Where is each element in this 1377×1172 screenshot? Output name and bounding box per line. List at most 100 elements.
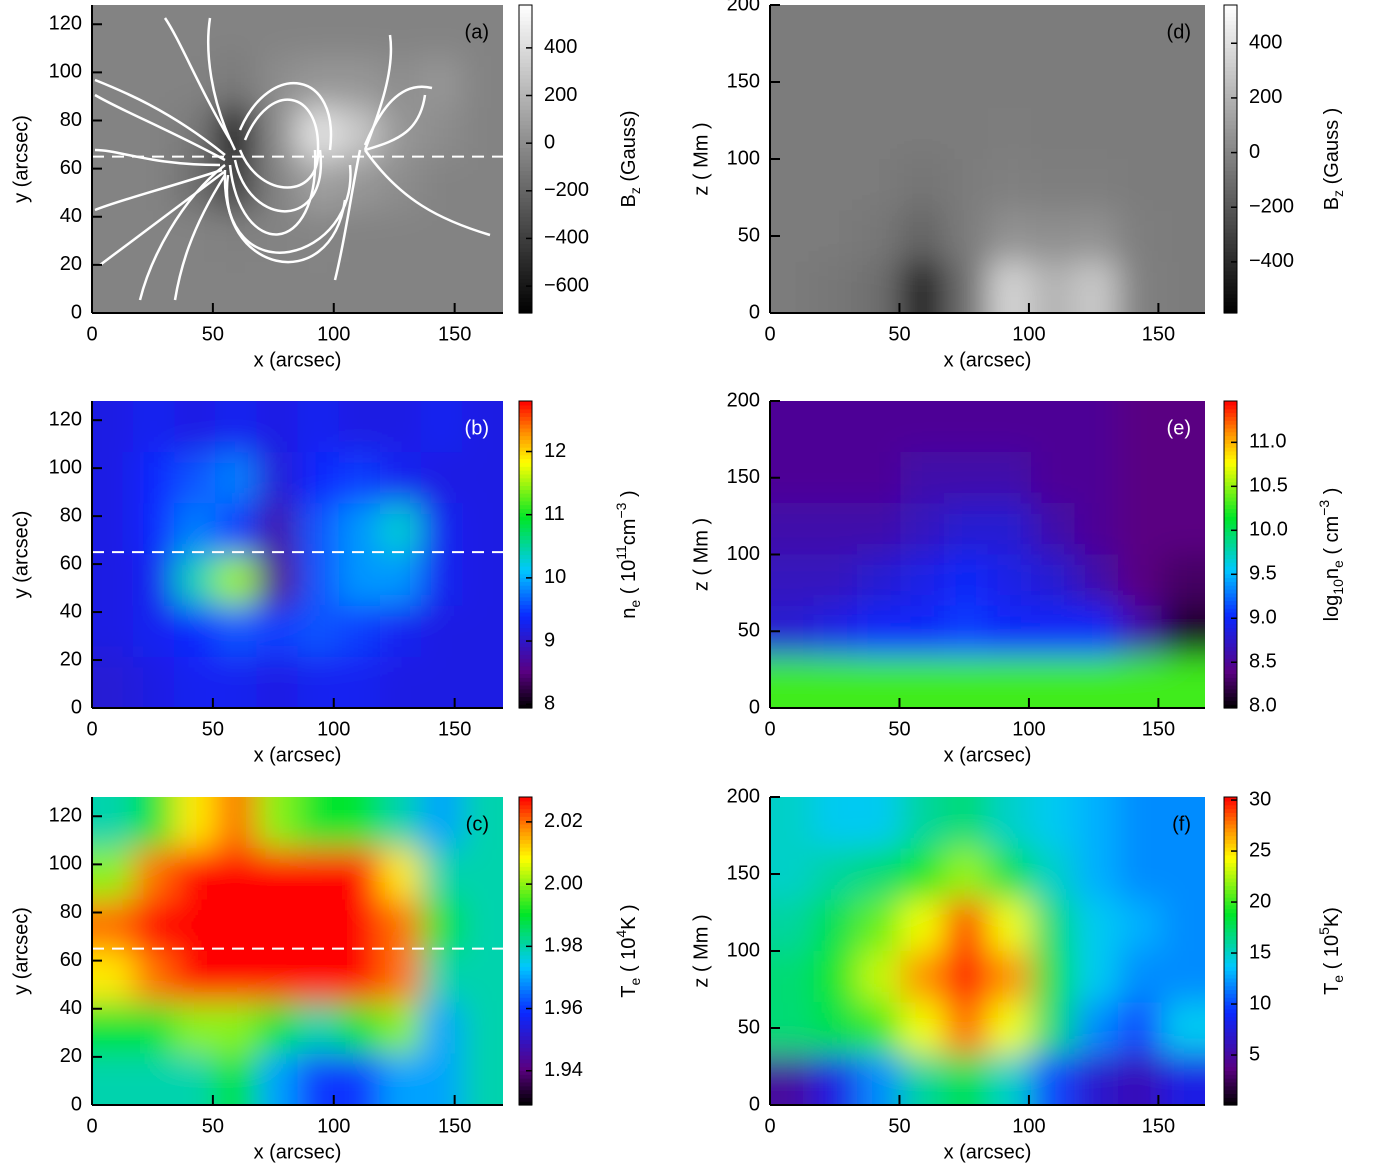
colorbar-strip [1224,35,1237,41]
colorbar-strip [519,424,532,429]
heatmap-cell [987,797,1032,849]
colorbar-strip [519,297,532,303]
colorbar-strip [1224,282,1237,287]
heatmap-cell [420,797,463,849]
colorbar-tick-label: 400 [1249,32,1282,54]
heatmap-cell [133,797,175,849]
heatmap-cell [770,1002,814,1055]
heatmap-cell [461,848,503,901]
heatmap-cell [1118,401,1162,453]
heatmap-cell [379,452,422,504]
heatmap-cell [174,797,216,849]
colorbar-strip [519,62,532,68]
colorbar-strip [1224,566,1237,571]
panel-label: (d) [1167,21,1191,43]
colorbar-strip [519,500,532,506]
y-axis-label: z ( Mm ) [690,122,712,195]
heatmap-cell [900,951,945,1003]
y-tick-label: 0 [749,1093,760,1115]
heatmap-cell [857,797,901,849]
heatmap-cell [256,656,298,708]
colorbar-strip [1224,1012,1237,1018]
colorbar-strip [519,31,532,37]
colorbar-strip [519,797,532,802]
colorbar-strip [1224,70,1237,75]
heatmap-cell [770,951,814,1003]
heatmap-cell [987,1053,1032,1105]
heatmap-cell [92,210,134,263]
heatmap-cell [133,1002,175,1055]
colorbar-strip [1224,404,1237,410]
colorbar-strip [1224,924,1237,929]
colorbar-strip [1224,800,1237,806]
colorbar-strip [519,604,532,609]
colorbar-strip [1224,700,1237,705]
colorbar-strip [519,535,532,540]
colorbar-strip [519,512,532,517]
heatmap-cell [987,656,1032,708]
colorbar-strip [1224,531,1237,536]
y-tick-label: 120 [49,408,82,430]
colorbar-strip [519,550,532,556]
heatmap-cell [92,56,134,109]
x-axis-label: x (arcsec) [944,349,1032,371]
colorbar-strip [519,416,532,421]
heatmap-cell [900,656,945,708]
colorbar-tick-label: 12 [544,440,566,462]
heatmap-cell [857,605,901,658]
heatmap-cell [900,401,945,453]
colorbar-strip [1224,1089,1237,1095]
y-tick-label: 40 [60,600,82,622]
colorbar-label-part: n [1321,568,1343,579]
heatmap-cell [297,452,340,504]
heatmap-cell [900,261,945,313]
heatmap-cell [770,848,814,901]
colorbar-strip [519,870,532,875]
heatmap [92,401,503,708]
colorbar-strip [1224,93,1237,98]
heatmap-cell [900,56,945,109]
colorbar-strip [519,70,532,75]
colorbar-tick-label: 10.0 [1249,519,1288,541]
colorbar-strip [1224,155,1237,160]
colorbar-strip [519,831,532,837]
colorbar-strip [519,481,532,487]
colorbar-strip [1224,128,1237,133]
colorbar-strip [519,286,532,291]
heatmap-cell [813,554,858,607]
colorbar-label-part: 11 [613,545,629,560]
colorbar-strip [519,931,532,937]
colorbar-strip [1224,51,1237,56]
x-tick-label: 0 [86,718,97,740]
colorbar-strip [1224,673,1237,678]
heatmap-cell [133,554,175,607]
heatmap-cell [900,1053,945,1105]
colorbar-strip [1224,1066,1237,1071]
heatmap-cell [379,261,422,313]
y-tick-label: 100 [727,543,760,565]
heatmap-cell [256,951,298,1003]
colorbar-strip [519,147,532,152]
heatmap-cell [944,401,988,453]
heatmap-cell [1074,261,1119,313]
heatmap-cell [1031,401,1075,453]
colorbar-strip [519,989,532,994]
heatmap-cell [1031,1053,1075,1105]
heatmap-cell [770,797,814,849]
heatmap-cell [1118,56,1162,109]
colorbar-tick-label: 11 [544,503,565,525]
colorbar-strip [1224,985,1237,991]
colorbar-strip [1224,1004,1237,1010]
colorbar-strip [1224,854,1237,860]
colorbar-strip [1224,301,1237,306]
heatmap-cell [133,261,175,313]
colorbar-strip [1224,797,1237,802]
colorbar-strip [519,197,532,202]
colorbar-strip [519,193,532,199]
heatmap-cell [1074,210,1119,263]
heatmap-cell [297,503,340,555]
heatmap-cell [1074,1002,1119,1055]
colorbar-strip [519,585,532,590]
colorbar-strip [1224,16,1237,21]
heatmap-cell [297,554,340,607]
